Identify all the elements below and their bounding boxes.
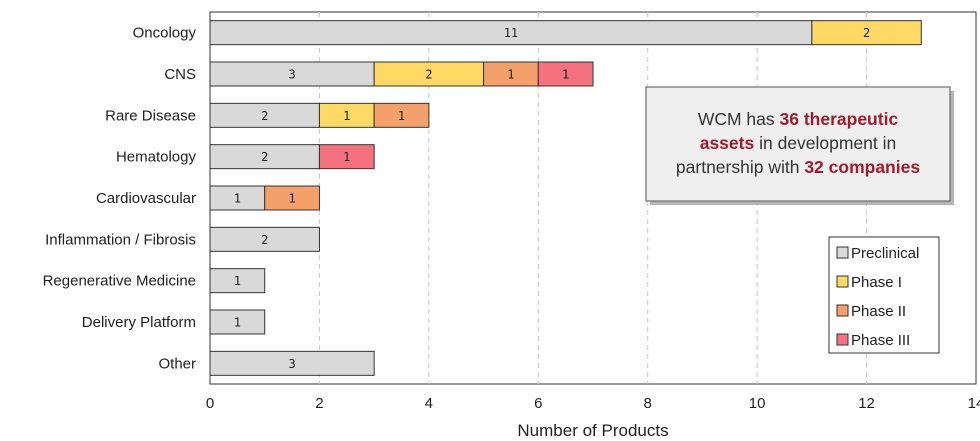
category-label-oncology: Oncology	[133, 25, 197, 42]
bar-oncology-preclinical	[209, 20, 813, 46]
data-label-hematology-phase-iii: 1	[343, 150, 350, 164]
callout-line-3: partnership with 32 companies	[676, 157, 920, 177]
legend-label-phase-iii: Phase III	[851, 332, 910, 349]
legend-label-preclinical: Preclinical	[851, 245, 919, 262]
callout-line-1: WCM has 36 therapeutic	[698, 109, 899, 129]
data-label-regenerative-medicine-preclinical: 1	[234, 274, 241, 288]
category-label-other: Other	[158, 355, 196, 372]
bar-rare-disease-phase-ii	[373, 102, 430, 128]
category-label-rare-disease: Rare Disease	[105, 107, 196, 124]
bar-cns-phase-iii	[537, 61, 594, 87]
legend-label-phase-ii: Phase II	[851, 303, 906, 320]
data-label-cardiovascular-preclinical: 1	[234, 192, 241, 206]
bar-oncology-phase-i	[811, 20, 922, 46]
x-tick-label-8: 8	[644, 395, 652, 412]
callout-highlight: 36 therapeutic	[780, 109, 899, 129]
category-label-hematology: Hematology	[116, 149, 197, 166]
legend-swatch-phase-ii	[836, 304, 849, 317]
category-label-regenerative-medicine: Regenerative Medicine	[43, 273, 196, 290]
callout-segment: WCM has	[698, 109, 780, 129]
callout-line-2: assets in development in	[700, 133, 897, 153]
data-label-rare-disease-phase-ii: 1	[398, 109, 405, 123]
category-labels: Oncology CNS Rare Disease Hematology Cardiov…	[43, 25, 197, 373]
x-tick-label-14: 14	[968, 395, 980, 412]
callout-rect	[645, 86, 951, 202]
category-label-delivery-platform: Delivery Platform	[82, 314, 196, 331]
bar-hematology-phase-iii	[318, 144, 375, 170]
legend-swatch-phase-iii	[836, 333, 849, 346]
legend: Preclinical Phase I Phase II Phase III	[828, 236, 940, 354]
x-tick-label-6: 6	[534, 395, 542, 412]
bar-other-preclinical	[209, 350, 375, 376]
bar-rare-disease-preclinical	[209, 102, 320, 128]
callout-highlight: 32 companies	[804, 157, 920, 177]
callout-highlight: assets	[700, 133, 755, 153]
category-label-cns: CNS	[164, 66, 196, 83]
data-label-inflammation-fibrosis-preclinical: 2	[261, 233, 268, 247]
callout-segment: partnership with	[676, 157, 804, 177]
bar-cns-phase-ii	[483, 61, 539, 87]
category-label-cardiovascular: Cardiovascular	[96, 190, 196, 207]
bar-regenerative-medicine-preclinical	[209, 268, 266, 294]
data-label-cns-phase-i: 2	[425, 68, 432, 82]
data-label-cns-phase-iii: 1	[562, 68, 569, 82]
legend-label-phase-i: Phase I	[851, 274, 902, 291]
data-label-delivery-platform-preclinical: 1	[234, 316, 241, 330]
x-tick-label-12: 12	[858, 395, 875, 412]
data-label-cns-preclinical: 3	[288, 68, 295, 82]
bar-cns-phase-i	[373, 61, 485, 87]
x-tick-label-4: 4	[425, 395, 433, 412]
data-label-oncology-phase-i: 2	[863, 26, 870, 40]
legend-swatch-preclinical	[836, 246, 849, 259]
data-label-cns-phase-ii: 1	[507, 68, 514, 82]
bar-cardiovascular-phase-ii	[264, 185, 320, 211]
bar-cardiovascular-preclinical	[209, 185, 266, 211]
x-tick-label-10: 10	[749, 395, 766, 412]
data-label-rare-disease-phase-i: 1	[343, 109, 350, 123]
data-label-cardiovascular-phase-ii: 1	[288, 192, 295, 206]
legend-swatch-phase-i	[836, 275, 849, 288]
callout-box: WCM has 36 therapeutic assets in developm…	[645, 86, 954, 205]
x-tick-label-2: 2	[315, 395, 323, 412]
callout-segment: in development in	[754, 133, 896, 153]
x-axis-title: Number of Products	[517, 421, 668, 440]
data-label-rare-disease-preclinical: 2	[261, 109, 268, 123]
data-label-hematology-preclinical: 2	[261, 150, 268, 164]
data-label-oncology-preclinical: 11	[504, 26, 518, 40]
bar-delivery-platform-preclinical	[209, 309, 266, 335]
bar-inflammation-fibrosis-preclinical	[209, 226, 320, 252]
x-axis: 0 2 4 6 8 10 12 14	[206, 395, 980, 412]
bar-hematology-preclinical	[209, 144, 320, 170]
category-label-inflammation-fibrosis: Inflammation / Fibrosis	[45, 231, 196, 248]
data-label-other-preclinical: 3	[288, 357, 295, 371]
x-tick-label-0: 0	[206, 395, 214, 412]
